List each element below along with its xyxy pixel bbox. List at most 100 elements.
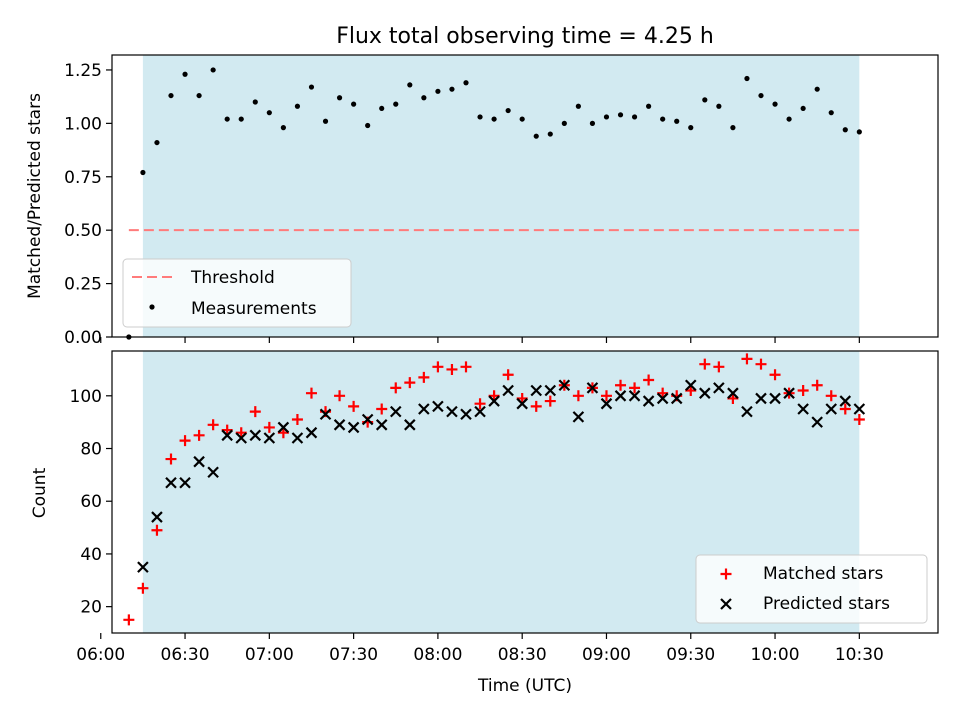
measurement-point bbox=[603, 114, 610, 120]
matched-star-point bbox=[643, 374, 655, 386]
measurement-point bbox=[519, 116, 525, 122]
legend-matched-swatch bbox=[720, 568, 732, 580]
measurement-point bbox=[842, 127, 848, 133]
x-tick-label: 07:00 bbox=[245, 645, 294, 665]
measurement-point bbox=[491, 116, 497, 122]
measurement-point bbox=[210, 67, 216, 73]
measurement-point bbox=[660, 116, 666, 122]
predicted-star-point bbox=[783, 387, 795, 399]
matched-star-point bbox=[207, 419, 219, 431]
predicted-star-point bbox=[600, 397, 613, 410]
measurement-point bbox=[702, 97, 708, 103]
predicted-star-point bbox=[797, 403, 809, 415]
measurement-point bbox=[800, 105, 806, 112]
predicted-star-point bbox=[628, 390, 641, 402]
predicted-star-point bbox=[755, 392, 767, 405]
matched-star-point bbox=[446, 363, 458, 375]
legend-predicted-swatch bbox=[720, 598, 732, 610]
predicted-star-point bbox=[741, 405, 753, 418]
predicted-star-point bbox=[165, 476, 177, 489]
top-y-tick-label: 0.75 bbox=[64, 168, 102, 188]
measurement-point bbox=[182, 71, 188, 77]
bottom-series-2 bbox=[137, 379, 866, 573]
matched-star-point bbox=[600, 390, 612, 402]
predicted-star-point bbox=[207, 466, 219, 479]
matched-star-point bbox=[165, 453, 177, 465]
matched-star-point bbox=[629, 382, 641, 394]
measurement-point bbox=[547, 131, 553, 137]
measurement-point bbox=[505, 107, 511, 114]
predicted-star-point bbox=[839, 395, 852, 407]
matched-star-point bbox=[418, 371, 430, 383]
matched-star-point bbox=[390, 382, 402, 394]
matched-star-point bbox=[193, 429, 205, 441]
measurement-point bbox=[674, 118, 680, 124]
measurement-point bbox=[365, 122, 371, 129]
matched-star-point bbox=[530, 400, 542, 412]
predicted-star-point bbox=[418, 403, 430, 415]
chart-title: Flux total observing time = 4.25 h bbox=[336, 24, 714, 49]
predicted-star-point bbox=[291, 432, 304, 444]
measurement-point bbox=[224, 116, 230, 122]
matched-star-point bbox=[755, 358, 767, 370]
predicted-star-point bbox=[727, 387, 739, 399]
x-tick-label: 10:00 bbox=[751, 645, 800, 665]
predicted-star-point bbox=[193, 455, 205, 468]
measurement-point bbox=[814, 86, 820, 92]
matched-star-point bbox=[249, 406, 261, 418]
measurement-point bbox=[252, 99, 258, 105]
predicted-star-point bbox=[404, 419, 416, 431]
matched-star-point bbox=[263, 421, 275, 433]
top-y-tick-label: 0.25 bbox=[64, 275, 102, 295]
measurement-point bbox=[617, 112, 624, 118]
predicted-star-point bbox=[699, 387, 711, 399]
top-axes-frame bbox=[111, 54, 939, 338]
bottom-y-axis-title: Count bbox=[30, 467, 50, 518]
predicted-star-point bbox=[474, 405, 486, 418]
x-tick-label: 07:30 bbox=[329, 645, 378, 665]
predicted-star-point bbox=[137, 561, 149, 573]
legend-measurements-label: Measurements bbox=[191, 299, 317, 319]
measurement-point bbox=[407, 82, 413, 88]
bottom-axes-frame bbox=[111, 350, 939, 634]
matched-star-point bbox=[657, 387, 669, 399]
matched-star-point bbox=[797, 385, 809, 397]
predicted-star-point bbox=[811, 416, 823, 428]
predicted-star-point bbox=[361, 413, 374, 426]
top-y-tick-label: 0.00 bbox=[64, 328, 102, 348]
matched-star-point bbox=[334, 390, 346, 402]
matched-star-point bbox=[853, 414, 865, 426]
predicted-star-point bbox=[769, 392, 781, 405]
matched-star-point bbox=[123, 614, 135, 626]
measurement-point bbox=[336, 95, 343, 101]
measurement-point bbox=[196, 92, 202, 99]
x-tick-label: 09:00 bbox=[582, 645, 631, 665]
matched-star-point bbox=[179, 435, 191, 447]
bottom-y-tick-label: 60 bbox=[80, 492, 102, 512]
predicted-star-point bbox=[572, 411, 585, 423]
predicted-star-point bbox=[179, 476, 191, 489]
measurement-point bbox=[280, 125, 286, 131]
measurement-point bbox=[758, 92, 764, 99]
predicted-star-point bbox=[713, 382, 725, 394]
predicted-star-point bbox=[853, 403, 866, 415]
measurement-point bbox=[772, 101, 778, 107]
matched-star-point bbox=[699, 358, 711, 370]
bottom-panel: 20 40 60 80 100 06:00 06:30 07:00 07:30 08:00 08:3… bbox=[70, 350, 939, 665]
measurement-point bbox=[154, 139, 160, 146]
measurement-point bbox=[631, 114, 638, 120]
measurement-point bbox=[828, 110, 834, 116]
measurement-point bbox=[266, 110, 272, 116]
bottom-series-1 bbox=[123, 353, 865, 626]
legend-box bbox=[695, 554, 928, 624]
matched-star-point bbox=[376, 403, 388, 415]
measurement-point bbox=[856, 129, 862, 135]
matched-star-point bbox=[291, 414, 303, 426]
measurement-point bbox=[393, 101, 399, 107]
measurement-point bbox=[140, 169, 146, 176]
predicted-star-point bbox=[586, 382, 599, 394]
predicted-star-point bbox=[305, 426, 318, 439]
predicted-star-point bbox=[642, 395, 655, 407]
predicted-star-point bbox=[319, 408, 332, 421]
